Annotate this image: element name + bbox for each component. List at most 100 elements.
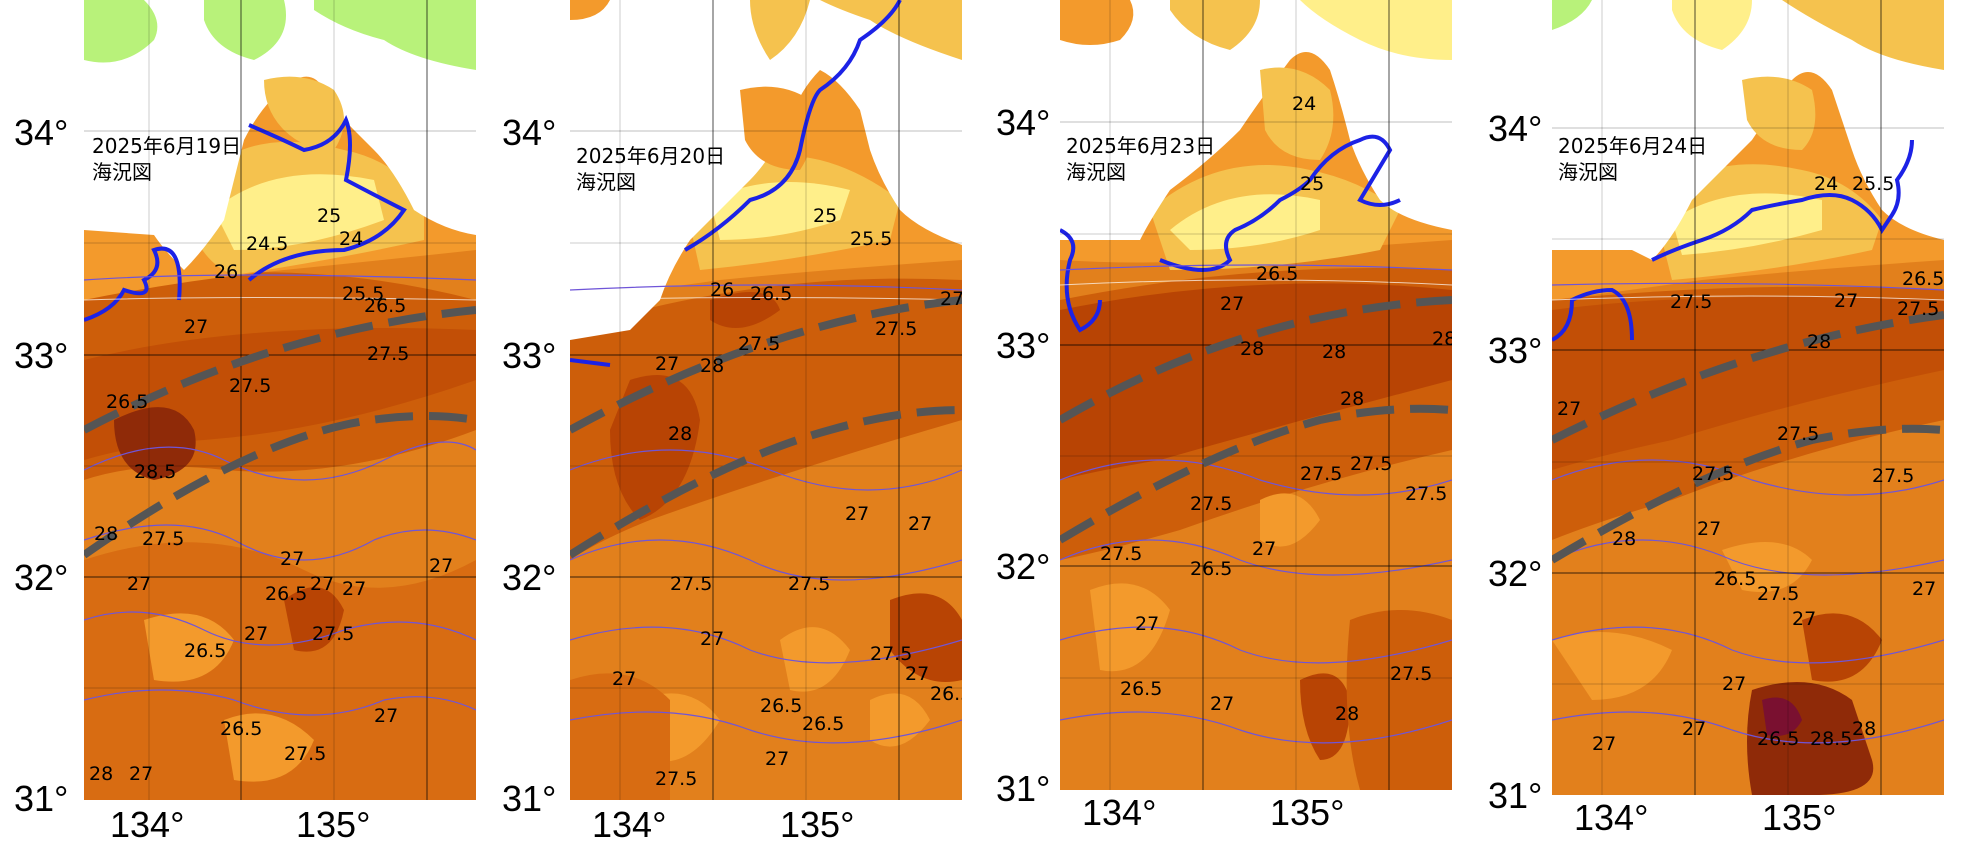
contour-label: 24 (339, 228, 363, 250)
contour-label: 28 (1322, 341, 1346, 363)
sea-temperature-map-3: 24 25 26.5 27 28 28 28 28 27.5 27.5 27.5… (1060, 0, 1452, 790)
contour-label: 27.5 (1100, 543, 1142, 565)
contour-label: 27.5 (875, 318, 917, 340)
lat-label-34-1: 34° (14, 112, 69, 153)
contour-label: 27 (129, 763, 153, 785)
contour-label: 26.5 (265, 583, 307, 605)
contour-label: 24 (1814, 173, 1838, 195)
contour-label: 27.5 (1300, 463, 1342, 485)
contour-label: 27 (908, 513, 932, 535)
contour-label: 26.5 (1902, 268, 1944, 290)
map-date-4: 2025年6月24日 (1558, 134, 1708, 158)
contour-label: 27 (342, 578, 366, 600)
contour-label: 27 (1834, 290, 1858, 312)
contour-label: 27.5 (738, 333, 780, 355)
contour-label: 26.5 (1190, 558, 1232, 580)
contour-label: 26.5 (802, 713, 844, 735)
contour-label: 26.5 (750, 283, 792, 305)
contour-label: 27 (1792, 608, 1816, 630)
contour-label: 25 (813, 205, 837, 227)
contour-label: 27 (1210, 693, 1234, 715)
contour-label: 28 (89, 763, 113, 785)
contour-label: 26.5 (760, 695, 802, 717)
lon-label-135-2: 135° (780, 804, 855, 845)
lat-label-31-2: 31° (502, 778, 557, 819)
lat-label-33-2: 33° (502, 335, 557, 376)
contour-labels-1: 25 24 24.5 26 27 25.5 26.5 27.5 26.5 27.… (89, 205, 453, 785)
contour-label: 26.5 (1714, 568, 1756, 590)
contour-label: 27.5 (1390, 663, 1432, 685)
contour-label: 26.5 (364, 295, 406, 317)
contour-label: 26 (710, 279, 734, 301)
contour-label: 27 (655, 353, 679, 375)
contour-label: 27.5 (870, 643, 912, 665)
lat-label-32-2: 32° (502, 557, 557, 598)
contour-label: 28 (700, 355, 724, 377)
contour-label: 25.5 (342, 283, 384, 305)
map-subtitle-2: 海況図 (576, 170, 636, 194)
contour-label: 27.5 (284, 743, 326, 765)
contour-label: 27 (1722, 673, 1746, 695)
contour-label: 26.5 (184, 640, 226, 662)
contour-label: 27 (374, 705, 398, 727)
contour-label: 27.5 (1350, 453, 1392, 475)
lon-label-134-2: 134° (592, 804, 667, 845)
lat-label-34-3: 34° (996, 102, 1051, 143)
contour-label: 28 (1340, 388, 1364, 410)
contour-label: 28 (94, 523, 118, 545)
contour-label: 27 (310, 573, 334, 595)
map-date-3: 2025年6月23日 (1066, 134, 1216, 158)
contour-label: 26.5 (220, 718, 262, 740)
contour-label: 26.5 (106, 391, 148, 413)
map-caption-2: 2025年6月20日 海況図 (576, 143, 725, 195)
contour-label: 27 (1697, 518, 1721, 540)
map-caption-1: 2025年6月19日 海況図 (92, 133, 241, 185)
contour-label: 28 (1240, 338, 1264, 360)
contour-label: 27 (429, 555, 453, 577)
contour-label: 28 (1612, 528, 1636, 550)
map-graphics-4: 24 25.5 27.5 27 28 26.5 27.5 27 27.5 27.… (1552, 0, 1944, 795)
lat-label-32-3: 32° (996, 546, 1051, 587)
contour-label: 27 (765, 748, 789, 770)
contour-labels-2: 25 25.5 26 26.5 27 28 27.5 27.5 28 27 27… (612, 205, 962, 790)
contour-label: 26.5 (1757, 728, 1799, 750)
map-date-2: 2025年6月20日 (576, 144, 726, 168)
contour-labels-3: 24 25 26.5 27 28 28 28 28 27.5 27.5 27.5… (1100, 93, 1452, 725)
contour-label: 28 (1335, 703, 1359, 725)
contour-label: 27.5 (367, 343, 409, 365)
contour-label: 27.5 (312, 623, 354, 645)
contour-label: 27 (1592, 733, 1616, 755)
contour-label: 27 (1135, 613, 1159, 635)
contour-label: 27.5 (788, 573, 830, 595)
contour-label: 27.5 (1757, 583, 1799, 605)
contour-label: 27 (845, 503, 869, 525)
contour-label: 27.5 (1692, 463, 1734, 485)
lat-label-34-2: 34° (502, 112, 557, 153)
map-caption-3: 2025年6月23日 海況図 (1066, 133, 1215, 185)
contour-label: 27 (127, 573, 151, 595)
contour-label: 25 (317, 205, 341, 227)
contour-label: 27 (1557, 398, 1581, 420)
lat-label-33-1: 33° (14, 335, 69, 376)
lat-label-31-3: 31° (996, 768, 1051, 809)
lat-label-32-1: 32° (14, 557, 69, 598)
map-caption-4: 2025年6月24日 海況図 (1558, 133, 1707, 185)
lon-label-135-1: 135° (296, 804, 371, 845)
contour-label: 26.5 (1256, 263, 1298, 285)
contour-label: 27.5 (1190, 493, 1232, 515)
contour-label: 27 (940, 288, 962, 310)
lon-label-134-4: 134° (1574, 797, 1649, 838)
map-subtitle-3: 海況図 (1066, 160, 1126, 184)
contour-label: 27.5 (1405, 483, 1447, 505)
contour-label: 27.5 (670, 573, 712, 595)
contour-label: 27 (280, 548, 304, 570)
contour-label: 27.5 (1872, 465, 1914, 487)
contour-label: 27 (1682, 718, 1706, 740)
map-subtitle-4: 海況図 (1558, 160, 1618, 184)
contour-labels-4: 24 25.5 27.5 27 28 26.5 27.5 27 27.5 27.… (1557, 173, 1944, 755)
contour-label: 24.5 (246, 233, 288, 255)
contour-label: 28 (1807, 331, 1831, 353)
contour-label: 25.5 (850, 228, 892, 250)
contour-label: 27.5 (655, 768, 697, 790)
lat-label-32-4: 32° (1488, 553, 1543, 594)
